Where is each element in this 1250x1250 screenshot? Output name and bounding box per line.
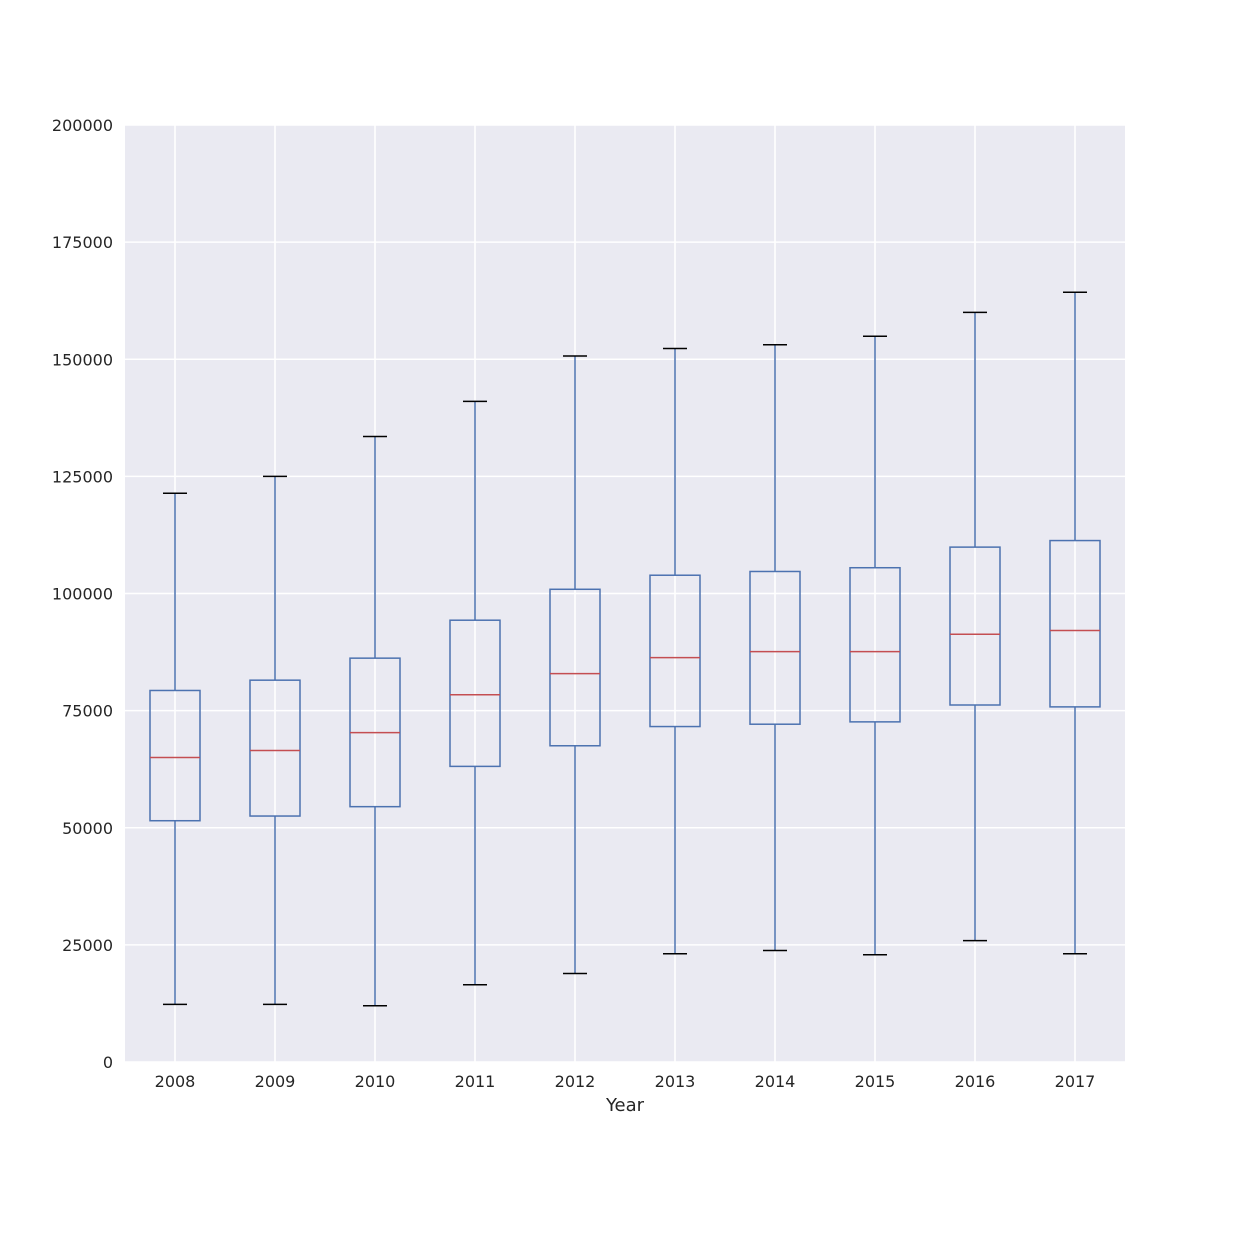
box-iqr: [149, 689, 201, 822]
box-iqr: [549, 588, 601, 747]
x-tick-label: 2013: [655, 1072, 696, 1091]
y-tick-label: 125000: [52, 467, 113, 486]
x-tick-label: 2008: [155, 1072, 196, 1091]
box-2015: [849, 335, 901, 956]
box-2014: [749, 343, 801, 952]
x-tick-label: 2011: [455, 1072, 496, 1091]
y-tick-label: 75000: [62, 702, 113, 721]
x-tick-label: 2015: [855, 1072, 896, 1091]
box-iqr: [1049, 539, 1101, 708]
y-tick-label: 0: [103, 1053, 113, 1072]
box-iqr: [949, 546, 1001, 706]
x-axis-ticks: 2008 2009 2010 2011 2012 2013 2014 2015 2016 2017: [155, 1072, 1096, 1091]
y-tick-label: 25000: [62, 936, 113, 955]
box-iqr: [249, 679, 301, 817]
box-2016: [949, 311, 1001, 942]
y-axis-ticks: 0 25000 50000 75000 100000 125000 150000 175000…: [52, 116, 113, 1072]
y-tick-label: 175000: [52, 233, 113, 252]
box-2011: [449, 400, 501, 986]
box-2012: [549, 355, 601, 975]
box-2017: [1049, 291, 1101, 955]
y-tick-label: 100000: [52, 585, 113, 604]
y-tick-label: 150000: [52, 350, 113, 369]
box-2009: [249, 475, 301, 1006]
box-iqr: [649, 574, 701, 728]
x-tick-label: 2010: [355, 1072, 396, 1091]
box-iqr: [849, 566, 901, 723]
box-2008: [149, 492, 201, 1006]
x-axis-title: Year: [605, 1095, 645, 1116]
box-2013: [649, 347, 701, 955]
x-tick-label: 2009: [255, 1072, 296, 1091]
y-tick-label: 50000: [62, 819, 113, 838]
x-tick-label: 2014: [755, 1072, 796, 1091]
x-tick-label: 2016: [955, 1072, 996, 1091]
box-iqr: [449, 619, 501, 768]
x-tick-label: 2012: [555, 1072, 596, 1091]
box-iqr: [749, 570, 801, 725]
boxes: [149, 291, 1101, 1007]
x-tick-label: 2017: [1055, 1072, 1096, 1091]
y-tick-label: 200000: [52, 116, 113, 135]
box-2010: [349, 435, 401, 1007]
